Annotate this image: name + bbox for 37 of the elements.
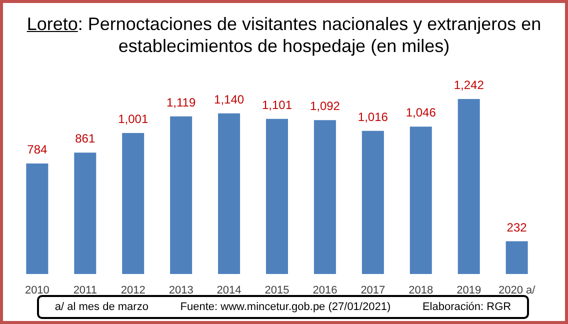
bar xyxy=(26,164,48,274)
data-label: 1,001 xyxy=(118,112,148,126)
text: a/ al mes de marzo xyxy=(54,301,148,313)
source-note: Fuente: www.mincetur.gob.pe (27/01/2021) xyxy=(180,301,391,313)
data-label: 1,016 xyxy=(358,110,388,124)
x-tick-label: 2014 xyxy=(216,284,242,296)
x-tick-label: 2012 xyxy=(120,284,146,296)
bar xyxy=(458,99,480,274)
bar xyxy=(266,118,288,274)
bar xyxy=(314,120,336,274)
bar xyxy=(170,116,192,274)
data-label: 1,140 xyxy=(214,92,244,106)
data-label: 1,242 xyxy=(454,78,484,92)
x-tick-label: 2017 xyxy=(360,284,386,296)
data-label: 861 xyxy=(75,132,96,146)
data-label: 784 xyxy=(27,142,48,157)
bar xyxy=(218,113,240,274)
x-tick-label: 2015 xyxy=(264,284,290,296)
x-tick-label: 2010 xyxy=(24,284,50,296)
data-label: 1,046 xyxy=(406,106,436,120)
data-label: 1,119 xyxy=(166,95,196,110)
x-tick-label: 2020 a/ xyxy=(498,284,536,296)
data-label: 1,101 xyxy=(262,98,292,112)
x-tick-label: 2011 xyxy=(73,284,97,296)
bar xyxy=(74,152,96,274)
data-label: 1,092 xyxy=(310,99,340,114)
x-tick-label: 2013 xyxy=(168,284,194,296)
bar xyxy=(362,130,384,274)
x-tick-label: 2019 xyxy=(456,284,482,296)
bar xyxy=(122,132,144,274)
text: Elaboración: RGR xyxy=(422,301,512,313)
bar xyxy=(410,126,432,274)
data-label: 232 xyxy=(506,220,528,234)
bar xyxy=(506,241,528,274)
x-tick-label: 2016 xyxy=(312,284,338,296)
chart-title: Loreto: Pernoctaciones de visitantes nacionales y extranjeros en establecimientos de hospedaje (en miles) xyxy=(26,13,542,57)
x-tick-label: 2018 xyxy=(408,284,434,296)
